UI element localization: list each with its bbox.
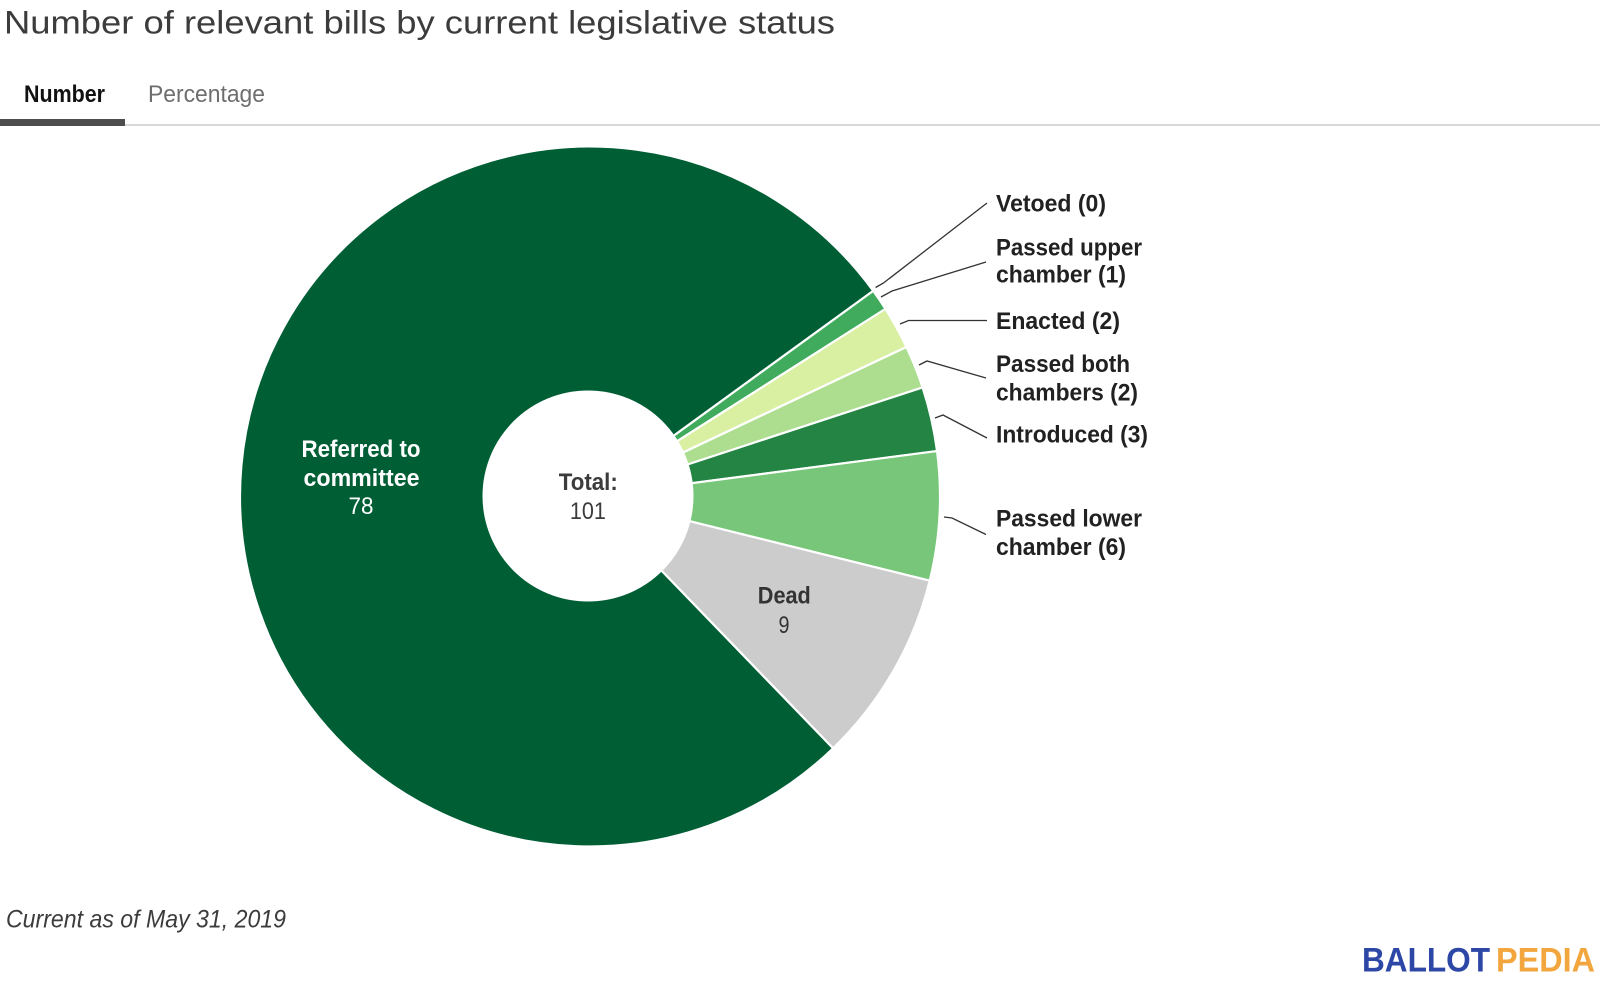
svg-text:chamber (6): chamber (6): [996, 534, 1126, 561]
svg-text:Introduced (3): Introduced (3): [996, 421, 1148, 448]
svg-text:101: 101: [570, 498, 606, 525]
svg-text:Referred to: Referred to: [302, 436, 421, 463]
svg-text:committee: committee: [304, 465, 420, 492]
svg-text:Total:: Total:: [559, 469, 618, 496]
svg-text:Passed upper: Passed upper: [996, 234, 1142, 261]
svg-text:9: 9: [779, 612, 790, 639]
svg-text:Number: Number: [24, 81, 105, 108]
svg-text:Passed both: Passed both: [996, 351, 1130, 378]
svg-text:chamber (1): chamber (1): [996, 262, 1126, 289]
svg-text:Current as of May 31, 2019: Current as of May 31, 2019: [6, 906, 286, 934]
svg-text:Passed lower: Passed lower: [996, 505, 1142, 532]
svg-text:Number of relevant bills by cu: Number of relevant bills by current legi…: [4, 5, 835, 41]
svg-text:BALLOT: BALLOT: [1362, 942, 1490, 980]
svg-text:78: 78: [349, 493, 374, 520]
svg-text:PEDIA: PEDIA: [1496, 942, 1595, 980]
svg-text:Vetoed (0): Vetoed (0): [996, 190, 1106, 217]
svg-text:Percentage: Percentage: [148, 81, 265, 108]
svg-text:Dead: Dead: [758, 583, 811, 610]
svg-text:Enacted (2): Enacted (2): [996, 308, 1120, 335]
svg-text:chambers (2): chambers (2): [996, 380, 1138, 407]
